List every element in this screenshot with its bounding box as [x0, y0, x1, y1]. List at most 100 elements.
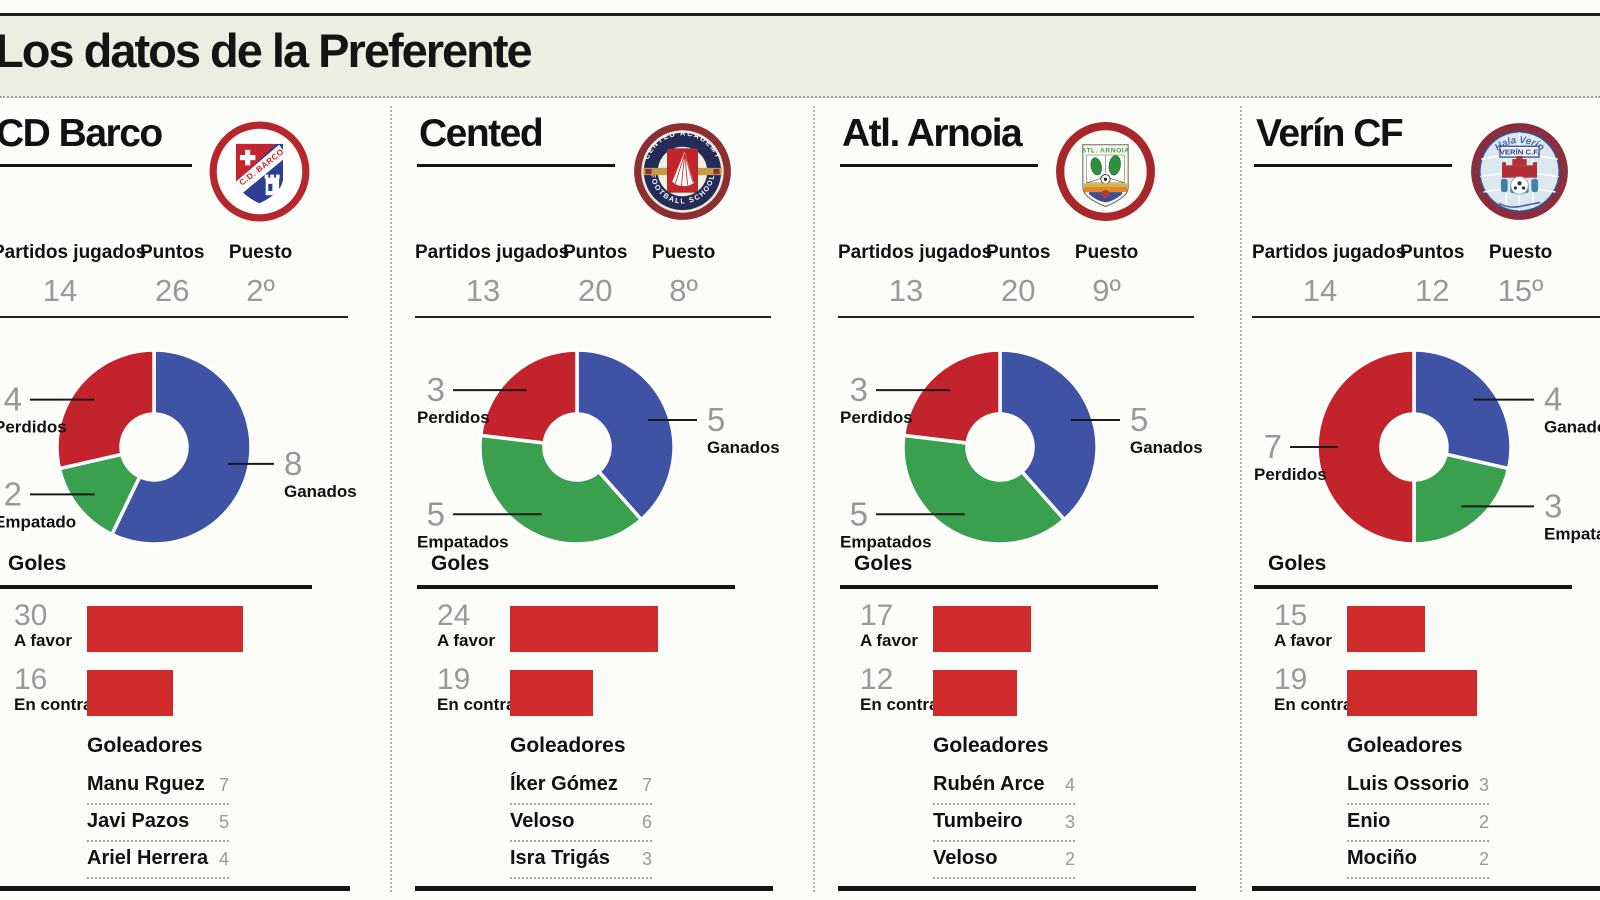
team-stats: Partidos jugados 13 Puntos 20 Puesto 8º — [415, 242, 755, 309]
goals-section-title: Goles — [8, 552, 67, 575]
goals-bar-chart: 24 A favor 19 En contra — [415, 599, 795, 726]
goals-bar-chart: 17 A favor 12 En contra — [838, 599, 1218, 726]
scorer-name: Veloso — [510, 810, 575, 832]
stat-label-position: Puesto — [1074, 242, 1139, 263]
goals-section: Goles — [1252, 552, 1600, 592]
donut-slice-label: Ganados — [1130, 438, 1203, 457]
team-name: Cented — [419, 112, 544, 155]
stat-value-position: 15º — [1497, 273, 1544, 308]
goals-section-title: Goles — [431, 552, 490, 575]
donut-slice-value: 3 — [427, 371, 445, 408]
stat-label-points: Puntos — [1400, 242, 1465, 263]
donut-slice-drawn — [1412, 452, 1511, 546]
donut-slice-value: 5 — [707, 401, 725, 438]
goals-for-bar — [1347, 606, 1425, 652]
svg-text:ATL. ARNOIA: ATL. ARNOIA — [1081, 147, 1129, 154]
stat-label-played: Partidos jugados — [838, 242, 993, 263]
stat-played: Partidos jugados 14 — [1252, 242, 1406, 309]
donut-slice-value: 5 — [427, 495, 445, 532]
top-scorers-list: Rubén Arce 4 Tumbeiro 3 Veloso 2 — [933, 768, 1075, 879]
goals-against-label: En contra — [14, 695, 93, 714]
stat-label-points: Puntos — [563, 242, 628, 263]
goals-section: Goles — [415, 552, 775, 592]
donut-slice-lost — [901, 348, 1002, 445]
goals-against-value: 12 — [860, 663, 894, 696]
team-logo: C.D. BARCO — [208, 120, 311, 223]
verin-cf-crest: Hala Verín VERÍN C.F. — [1471, 123, 1568, 220]
top-scorers-title: Goleadores — [1347, 734, 1463, 757]
goals-against-value: 19 — [437, 663, 471, 696]
stat-value-position: 2º — [246, 273, 275, 308]
top-scorers-title: Goleadores — [933, 734, 1049, 757]
scorer-name: Enio — [1347, 810, 1391, 832]
donut-slice-label: Perdidos — [0, 418, 67, 437]
goals-against-row: 19 En contra — [1252, 663, 1600, 716]
svg-text:VERÍN C.F.: VERÍN C.F. — [1500, 148, 1539, 157]
top-scorers-title: Goleadores — [510, 734, 626, 757]
donut-slice-lost — [478, 348, 579, 445]
goals-against-value: 19 — [1274, 663, 1308, 696]
atl-arnoia-crest: ATL. ARNOIA — [1056, 122, 1155, 221]
scorer-goals: 6 — [641, 812, 652, 832]
stat-value-points: 12 — [1414, 273, 1450, 308]
stat-played: Partidos jugados 13 — [838, 242, 993, 309]
goals-for-label: A favor — [1274, 631, 1332, 650]
goals-against-label: En contra — [860, 695, 939, 714]
stat-label-points: Puntos — [140, 242, 205, 263]
donut-slice-label: Empatados — [840, 532, 932, 551]
scorer-goals: 7 — [641, 775, 652, 795]
team-stats: Partidos jugados 13 Puntos 20 Puesto 9º — [838, 242, 1178, 309]
donut-slice-value: 3 — [1544, 487, 1562, 524]
scorer-goals: 5 — [218, 812, 229, 832]
scorer-row: Tumbeiro 3 — [933, 805, 1075, 842]
scorer-name: Rubén Arce — [933, 773, 1045, 795]
scorer-row: Luis Ossorio 3 — [1347, 768, 1489, 805]
scorer-goals: 2 — [1478, 812, 1489, 832]
donut-slice-won — [109, 348, 253, 546]
stat-value-played: 14 — [42, 273, 78, 308]
goals-against-row: 16 En contra — [0, 663, 372, 716]
donut-slice-won — [998, 348, 1099, 523]
top-scorers: Goleadores Íker Gómez 7 Veloso 6 Isra Trigás… — [510, 734, 652, 879]
team-name: CD Barco — [0, 112, 163, 155]
donut-slice-value: 5 — [850, 495, 868, 532]
goals-against-bar — [1347, 670, 1477, 716]
goals-against-row: 19 En contra — [415, 663, 795, 716]
scorer-goals: 3 — [641, 849, 652, 869]
scorer-row: Manu Rguez 7 — [87, 768, 229, 805]
donut-slice-label: Empatados — [417, 532, 509, 551]
stat-value-position: 8º — [669, 273, 698, 308]
goals-divider — [1254, 585, 1572, 589]
goals-divider — [840, 585, 1158, 589]
column-bottom-rule — [838, 886, 1196, 891]
scorer-row: Isra Trigás 3 — [510, 842, 652, 879]
stat-label-played: Partidos jugados — [0, 242, 147, 263]
donut-slice-won — [575, 348, 676, 523]
team-name-underline — [840, 164, 1038, 167]
donut-slice-label: Ganados — [1544, 418, 1600, 437]
top-scorers: Goleadores Manu Rguez 7 Javi Pazos 5 Ariel H… — [87, 734, 229, 879]
scorer-goals: 2 — [1064, 849, 1075, 869]
scorer-goals: 4 — [1064, 775, 1075, 795]
stats-divider — [838, 316, 1194, 318]
goals-against-row: 12 En contra — [838, 663, 1218, 716]
stats-divider — [0, 316, 348, 318]
team-column-2: Cented CENTED ACADEMY FOOTBALL SCHOOL Pa… — [415, 112, 815, 900]
goals-for-bar — [933, 606, 1031, 652]
stat-label-played: Partidos jugados — [415, 242, 570, 263]
team-stats: Partidos jugados 14 Puntos 12 Puesto 15º — [1252, 242, 1592, 309]
stats-divider — [1252, 316, 1600, 318]
team-column-1: CD Barco C.D. BARCO Partidos jugados 14 — [0, 112, 392, 900]
donut-slice-label: Perdidos — [840, 408, 913, 427]
top-scorers-list: Luis Ossorio 3 Enio 2 Mociño 2 — [1347, 768, 1489, 879]
donut-slice-label: Ganados — [284, 482, 357, 501]
goals-for-row: 24 A favor — [415, 599, 795, 652]
header-band: Los datos de la Preferente — [0, 16, 1600, 98]
goals-for-row: 30 A favor — [0, 599, 372, 652]
team-name-underline — [0, 164, 192, 167]
team-stats: Partidos jugados 14 Puntos 26 Puesto 2º — [0, 242, 332, 309]
goals-against-bar — [933, 670, 1017, 716]
scorer-goals: 7 — [218, 775, 229, 795]
goals-divider — [417, 585, 735, 589]
